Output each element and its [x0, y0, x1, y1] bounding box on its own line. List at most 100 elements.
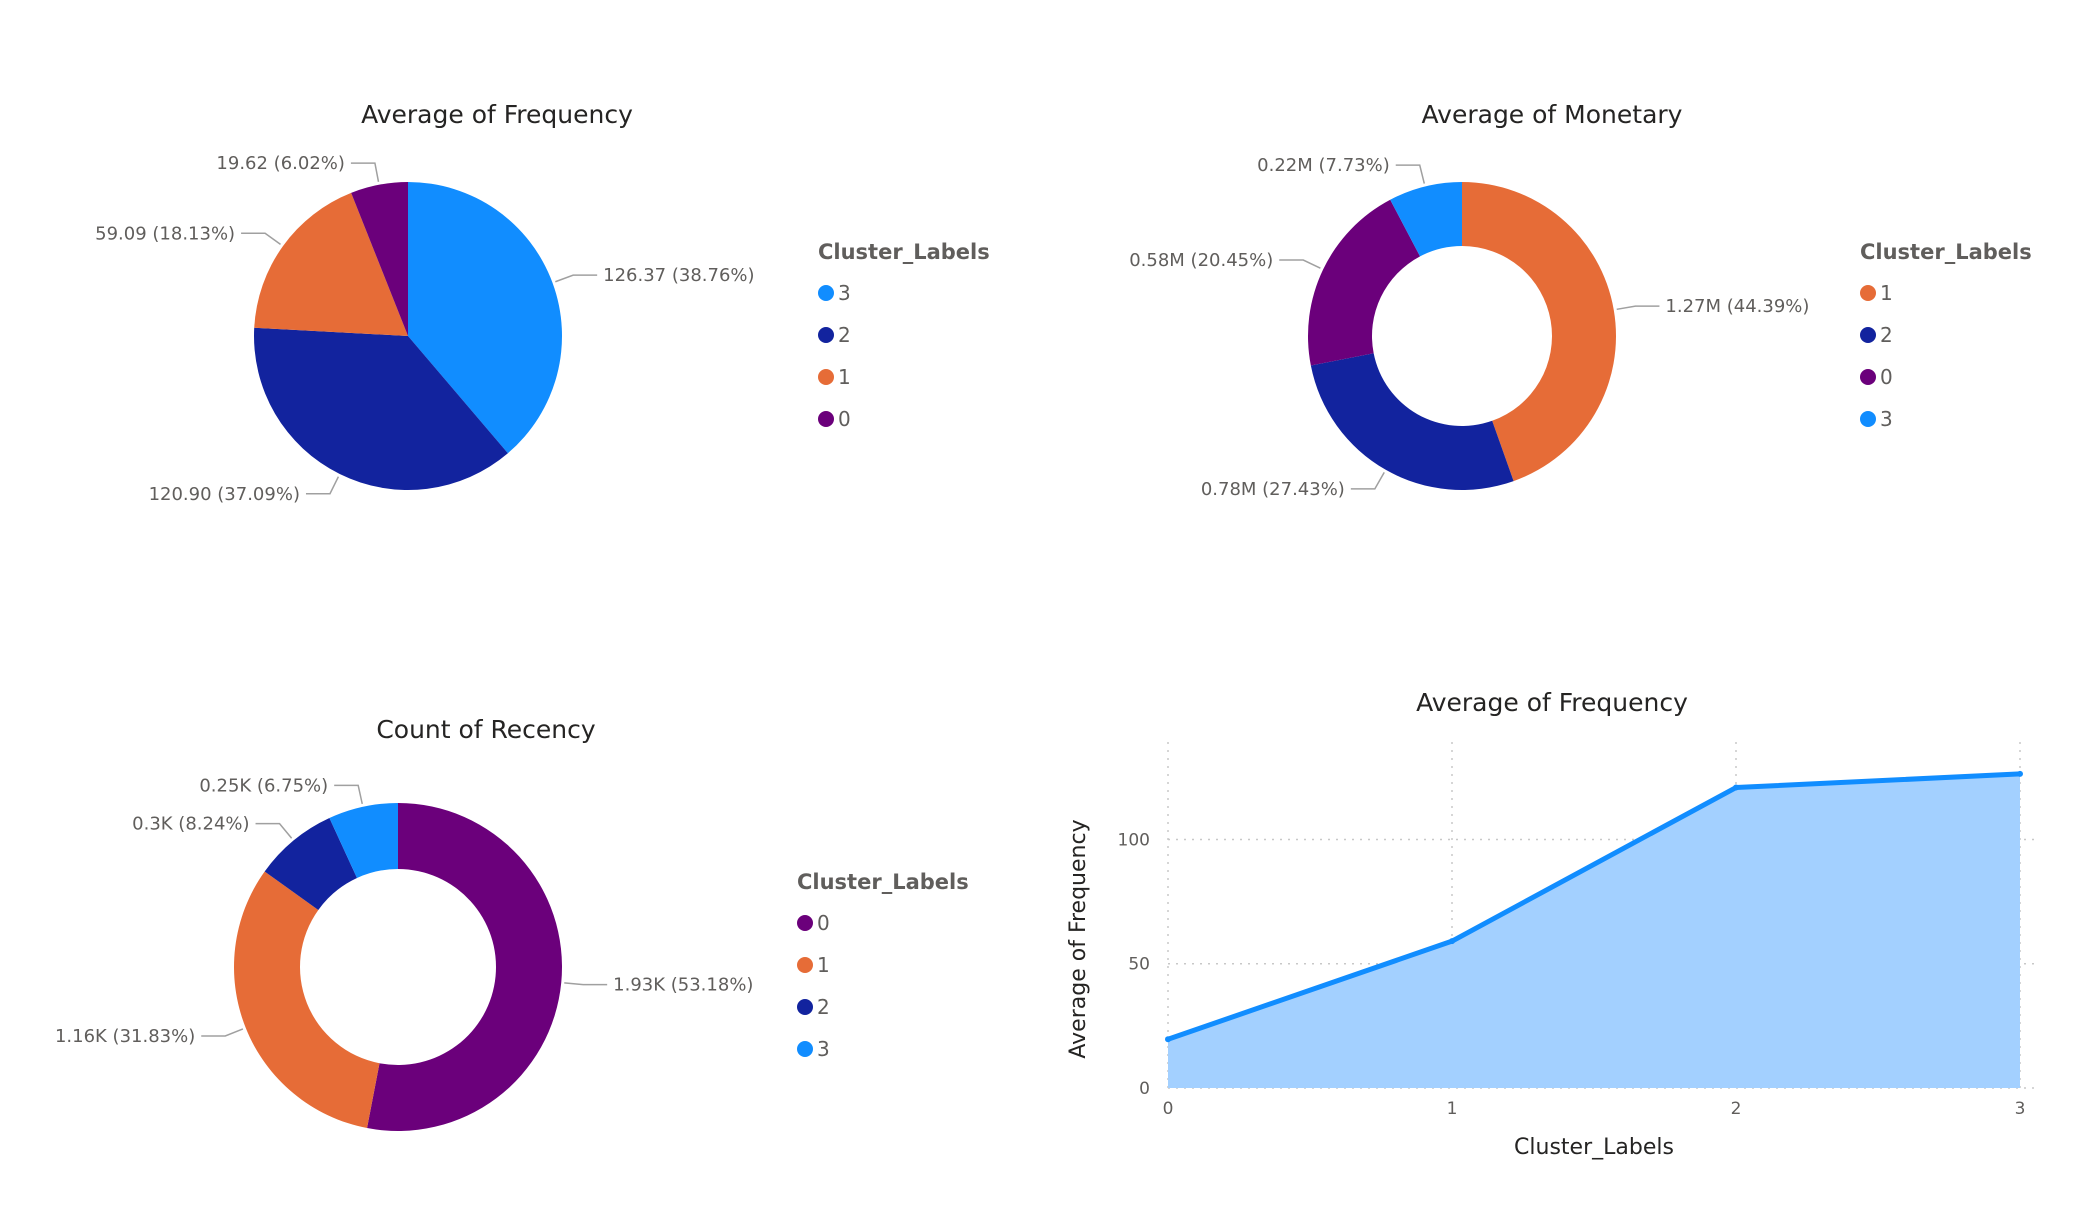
slice-cluster-2[interactable]: [254, 327, 508, 490]
area-fill: [1168, 773, 2020, 1088]
frequency-area-chart: 0 50 100 0 1 2 3 Cluster_Labels Average of Frequ…: [1066, 742, 2040, 1160]
legend-label: 1: [817, 953, 830, 977]
x-axis-title: Cluster_Labels: [1514, 1135, 1674, 1160]
y-axis-title: Average of Frequency: [1066, 819, 1091, 1058]
data-point-cluster-1[interactable]: [1449, 938, 1455, 945]
legend-marker: [797, 957, 813, 973]
data-label-cluster-3: 0.25K (6.75%): [199, 775, 328, 796]
slice-cluster-3[interactable]: [1390, 182, 1462, 257]
legend-marker: [818, 411, 834, 427]
legend-item-cluster-0[interactable]: 0: [1860, 356, 2032, 398]
y-tick-label: 100: [1118, 830, 1150, 850]
frequency-pie-legend: Cluster_Labels 3 2 1 0: [818, 240, 990, 440]
data-label-cluster-0: 19.62 (6.02%): [216, 153, 344, 174]
legend-label: 1: [838, 365, 851, 389]
x-tick-label: 2: [1731, 1099, 1742, 1119]
x-tick-label: 0: [1163, 1099, 1174, 1119]
legend-item-cluster-1[interactable]: 1: [1860, 272, 2032, 314]
legend-item-cluster-0[interactable]: 0: [818, 398, 990, 440]
slice-cluster-0[interactable]: [1308, 199, 1421, 366]
legend-marker: [797, 1041, 813, 1057]
legend-label: 2: [838, 323, 851, 347]
data-label-cluster-1: 1.27M (44.39%): [1665, 296, 1809, 317]
legend-marker: [797, 999, 813, 1015]
legend-label: 0: [838, 407, 851, 431]
leader-line: [555, 274, 598, 283]
legend-marker: [1860, 327, 1876, 343]
legend-title: Cluster_Labels: [797, 870, 969, 894]
frequency-pie-chart: 126.37 (38.76%) 120.90 (37.09%) 59.09 (18.…: [95, 153, 754, 505]
legend-item-cluster-2[interactable]: 2: [797, 986, 969, 1028]
recency-donut-legend: Cluster_Labels 0 1 2 3: [797, 870, 969, 1070]
slice-cluster-1[interactable]: [234, 871, 380, 1129]
legend-item-cluster-0[interactable]: 0: [797, 902, 969, 944]
legend-label: 3: [838, 281, 851, 305]
frequency-area-title: Average of Frequency: [1416, 688, 1688, 717]
legend-label: 2: [1880, 323, 1893, 347]
legend-label: 3: [1880, 407, 1893, 431]
legend-item-cluster-1[interactable]: 1: [818, 356, 990, 398]
leader-line: [564, 982, 608, 986]
slice-cluster-0[interactable]: [367, 803, 563, 1131]
slice-cluster-1[interactable]: [254, 192, 408, 336]
y-tick-label: 50: [1128, 955, 1150, 975]
monetary-donut-chart: 1.27M (44.39%) 0.78M (27.43%) 0.58M (20.45…: [1129, 155, 1809, 500]
legend-marker: [818, 369, 834, 385]
data-point-cluster-2[interactable]: [1733, 784, 1739, 791]
legend-title: Cluster_Labels: [1860, 240, 2032, 264]
data-label-cluster-2: 0.3K (8.24%): [132, 814, 249, 835]
leader-line: [255, 822, 293, 839]
frequency-pie-title: Average of Frequency: [361, 100, 633, 129]
legend-item-cluster-3[interactable]: 3: [797, 1028, 969, 1070]
legend-item-cluster-3[interactable]: 3: [818, 272, 990, 314]
leader-line: [241, 232, 281, 245]
legend-item-cluster-2[interactable]: 2: [1860, 314, 2032, 356]
data-label-cluster-2: 0.78M (27.43%): [1201, 479, 1345, 500]
leader-line: [1395, 164, 1426, 184]
data-label-cluster-1: 59.09 (18.13%): [95, 223, 235, 244]
legend-label: 0: [1880, 365, 1893, 389]
legend-item-cluster-1[interactable]: 1: [797, 944, 969, 986]
x-tick-label: 3: [2015, 1099, 2026, 1119]
data-label-cluster-0: 1.93K (53.18%): [613, 975, 753, 996]
y-tick-label: 0: [1139, 1079, 1150, 1099]
legend-marker: [1860, 411, 1876, 427]
legend-marker: [797, 915, 813, 931]
legend-item-cluster-3[interactable]: 3: [1860, 398, 2032, 440]
slice-cluster-1[interactable]: [1462, 182, 1616, 482]
legend-label: 2: [817, 995, 830, 1019]
monetary-donut-title: Average of Monetary: [1421, 100, 1683, 129]
leader-line: [350, 162, 380, 182]
slice-cluster-3[interactable]: [408, 182, 562, 454]
data-label-cluster-3: 0.22M (7.73%): [1257, 155, 1390, 176]
data-label-cluster-0: 0.58M (20.45%): [1129, 250, 1273, 271]
data-label-cluster-3: 126.37 (38.76%): [603, 265, 754, 286]
monetary-donut-legend: Cluster_Labels 1 2 0 3: [1860, 240, 2032, 440]
leader-line: [201, 1028, 244, 1037]
legend-marker: [818, 285, 834, 301]
legend-label: 0: [817, 911, 830, 935]
legend-marker: [818, 327, 834, 343]
legend-label: 3: [817, 1037, 830, 1061]
legend-marker: [1860, 285, 1876, 301]
legend-item-cluster-2[interactable]: 2: [818, 314, 990, 356]
slice-cluster-3[interactable]: [329, 803, 398, 878]
leader-line: [334, 784, 363, 805]
slice-cluster-2[interactable]: [264, 818, 358, 910]
data-label-cluster-2: 120.90 (37.09%): [149, 484, 300, 505]
data-point-cluster-3[interactable]: [2017, 770, 2023, 777]
slice-cluster-2[interactable]: [1310, 353, 1514, 491]
legend-label: 1: [1880, 281, 1893, 305]
x-tick-label: 1: [1447, 1099, 1458, 1119]
data-point-cluster-0[interactable]: [1165, 1036, 1171, 1043]
series-line[interactable]: [1167, 771, 2021, 1042]
leader-line: [1350, 472, 1385, 490]
slice-cluster-0[interactable]: [351, 182, 408, 336]
leader-line: [305, 476, 340, 495]
leader-line: [1616, 305, 1660, 311]
legend-marker: [1860, 369, 1876, 385]
leader-line: [1279, 259, 1321, 269]
recency-donut-chart: 1.93K (53.18%) 1.16K (31.83%) 0.3K (8.24%)…: [55, 775, 753, 1131]
recency-donut-title: Count of Recency: [376, 715, 596, 744]
legend-title: Cluster_Labels: [818, 240, 990, 264]
